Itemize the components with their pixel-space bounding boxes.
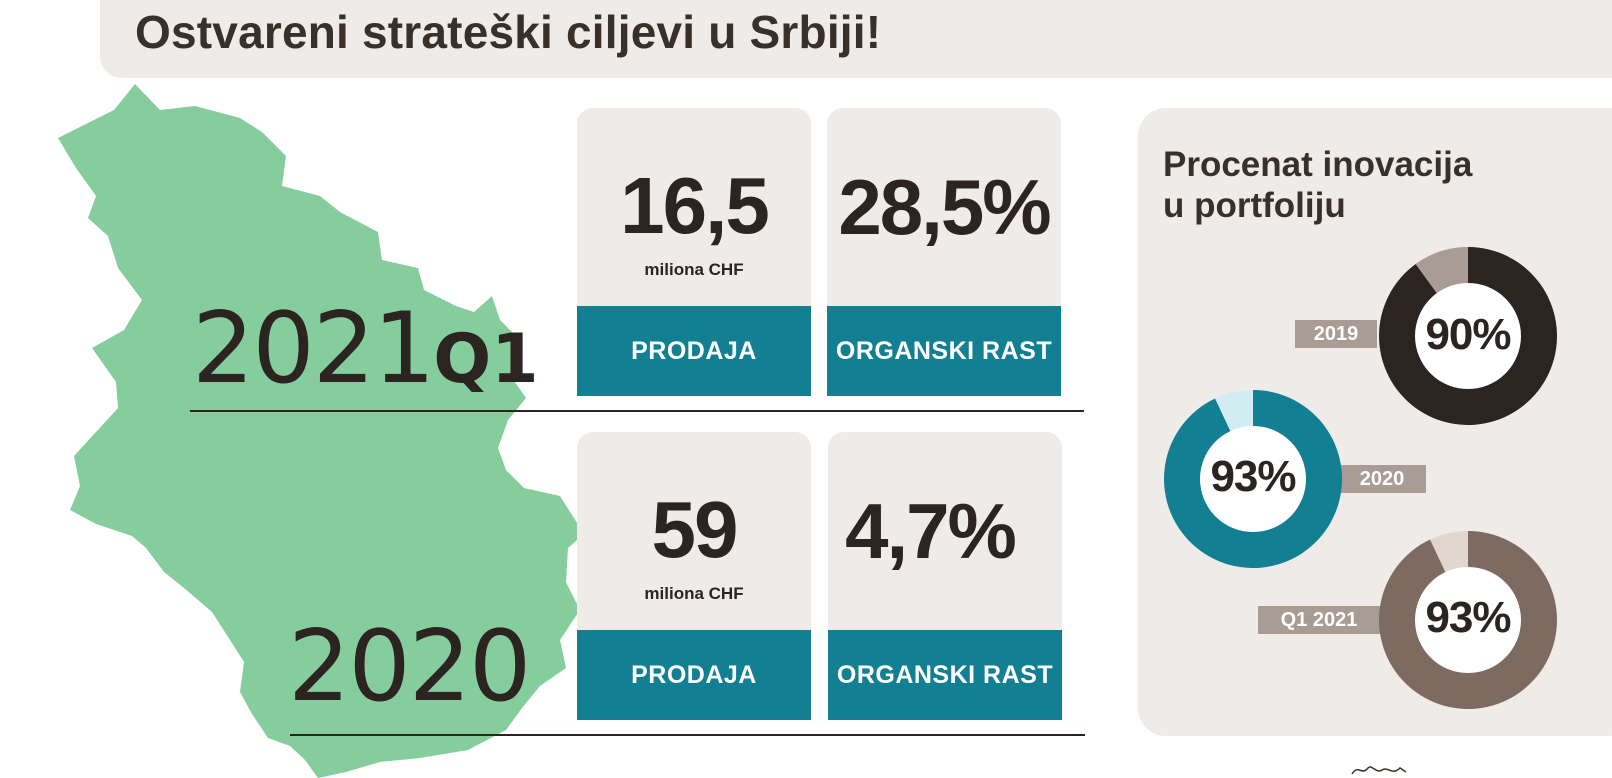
quarter-suffix: Q1 xyxy=(433,320,539,399)
year-2020-heading: 2020 xyxy=(288,610,531,724)
stat-card-2020-sales: 59 miliona CHF PRODAJA xyxy=(577,432,811,720)
innovation-title-line-1: Procenat inovacija xyxy=(1163,145,1473,184)
signature-stroke xyxy=(1351,766,1407,775)
stat-label: PRODAJA xyxy=(577,630,811,720)
stat-value: 16,5 xyxy=(620,161,770,250)
stat-card-2021-organic-growth: 28,5% ORGANSKI RAST xyxy=(827,108,1061,396)
donut-percent-q1-2021: 93% xyxy=(1425,593,1511,642)
divider-2021 xyxy=(190,410,1084,412)
stat-label: ORGANSKI RAST xyxy=(828,630,1062,720)
divider-2020 xyxy=(290,734,1085,736)
donut-label-q1-2021: Q1 2021 xyxy=(1258,606,1380,634)
donut-percent-2020: 93% xyxy=(1210,452,1296,501)
stat-card-2020-organic-growth: 4,7% ORGANSKI RAST xyxy=(828,432,1062,720)
innovation-title-line-2: u portfoliju xyxy=(1163,185,1346,225)
page-title: Ostvareni strateški ciljevi u Srbiji! xyxy=(135,6,882,58)
donut-hole xyxy=(1415,283,1521,389)
year-2021-q1-heading: 2021Q1 xyxy=(192,300,539,398)
stat-unit: miliona CHF xyxy=(644,584,744,603)
stat-label: ORGANSKI RAST xyxy=(827,306,1061,396)
signature-mark xyxy=(1351,766,1407,775)
stat-value: 28,5% xyxy=(838,163,1051,251)
donut-hole xyxy=(1200,426,1306,532)
stat-unit: miliona CHF xyxy=(644,260,744,279)
donut-label-2020: 2020 xyxy=(1338,465,1426,493)
donut-hole xyxy=(1415,567,1521,673)
stat-value: 59 xyxy=(651,485,739,574)
serbia-map-shape xyxy=(58,84,584,778)
donut-label-2019: 2019 xyxy=(1295,320,1377,348)
stat-value: 4,7% xyxy=(845,487,1017,575)
year-2021: 2021 xyxy=(192,292,435,406)
donut-percent-2019: 90% xyxy=(1425,310,1511,359)
title-bar xyxy=(100,0,1612,78)
stat-card-2021-sales: 16,5 miliona CHF PRODAJA xyxy=(577,108,811,396)
innovation-title: Procenat inovacija u portfoliju xyxy=(1163,145,1472,227)
serbia-map xyxy=(58,84,584,778)
stat-label: PRODAJA xyxy=(577,306,811,396)
